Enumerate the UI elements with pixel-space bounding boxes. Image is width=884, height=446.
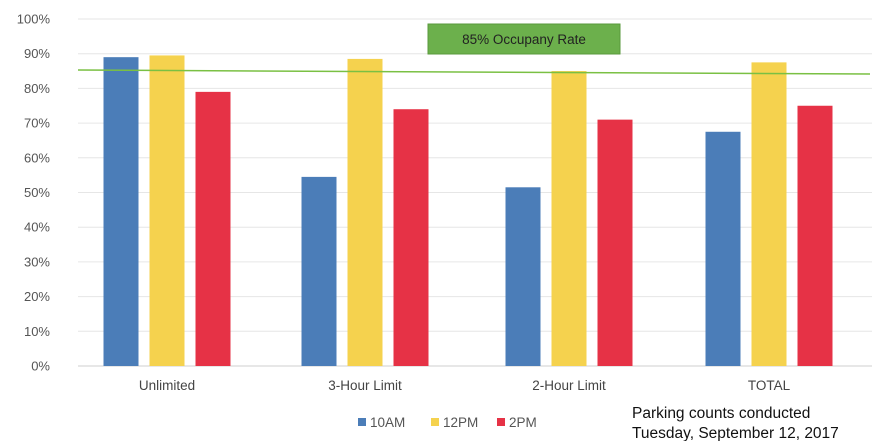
bar-10am-3 (705, 131, 741, 366)
note-line-2: Tuesday, September 12, 2017 (632, 425, 839, 441)
bar-12pm-1 (347, 58, 383, 366)
y-tick-label: 40% (24, 220, 50, 235)
legend-swatch-12pm (431, 418, 439, 426)
legend-label-12pm: 12PM (443, 415, 478, 430)
bar-2pm-3 (797, 105, 833, 366)
y-tick-label: 0% (31, 359, 50, 374)
y-tick-label: 50% (24, 185, 50, 200)
bar-2pm-1 (393, 109, 429, 366)
x-tick-label: 2-Hour Limit (532, 378, 606, 393)
bar-10am-1 (301, 176, 337, 366)
y-tick-label: 20% (24, 289, 50, 304)
y-tick-label: 70% (24, 116, 50, 131)
bar-12pm-0 (149, 55, 185, 367)
note: Parking counts conducted Tuesday, Septem… (632, 405, 839, 442)
legend-swatch-2pm (497, 418, 505, 426)
reference-line-group: 85% Occupany Rate (77, 23, 871, 75)
bar-2pm-2 (597, 119, 633, 366)
x-tick-label: 3-Hour Limit (328, 378, 402, 393)
bar-12pm-3 (751, 62, 787, 366)
occupancy-label: 85% Occupany Rate (462, 32, 586, 47)
occupancy-reference-line (77, 69, 871, 75)
bar-10am-0 (103, 57, 139, 367)
x-tick-label: Unlimited (139, 378, 195, 393)
legend-label-10am: 10AM (370, 415, 405, 430)
legend: 10AM 12PM 2PM (358, 415, 537, 430)
bars (103, 55, 833, 367)
y-tick-label: 30% (24, 254, 50, 269)
y-tick-label: 80% (24, 81, 50, 96)
y-tick-label: 90% (24, 46, 50, 61)
note-line-1: Parking counts conducted (632, 405, 810, 422)
y-tick-label: 100% (17, 12, 51, 27)
occupancy-label-box (427, 23, 621, 55)
y-tick-label: 10% (24, 324, 50, 339)
x-tick-label: TOTAL (748, 378, 791, 393)
bar-12pm-2 (551, 71, 587, 367)
bar-2pm-0 (195, 91, 231, 367)
bar-10am-2 (505, 187, 541, 366)
x-axis-ticks: Unlimited 3-Hour Limit 2-Hour Limit TOTAL (139, 378, 791, 393)
legend-label-2pm: 2PM (509, 415, 537, 430)
legend-swatch-10am (358, 418, 366, 426)
y-axis-ticks: 0% 10% 20% 30% 40% 50% 60% 70% 80% 90% 100% (17, 12, 51, 374)
y-tick-label: 60% (24, 150, 50, 165)
